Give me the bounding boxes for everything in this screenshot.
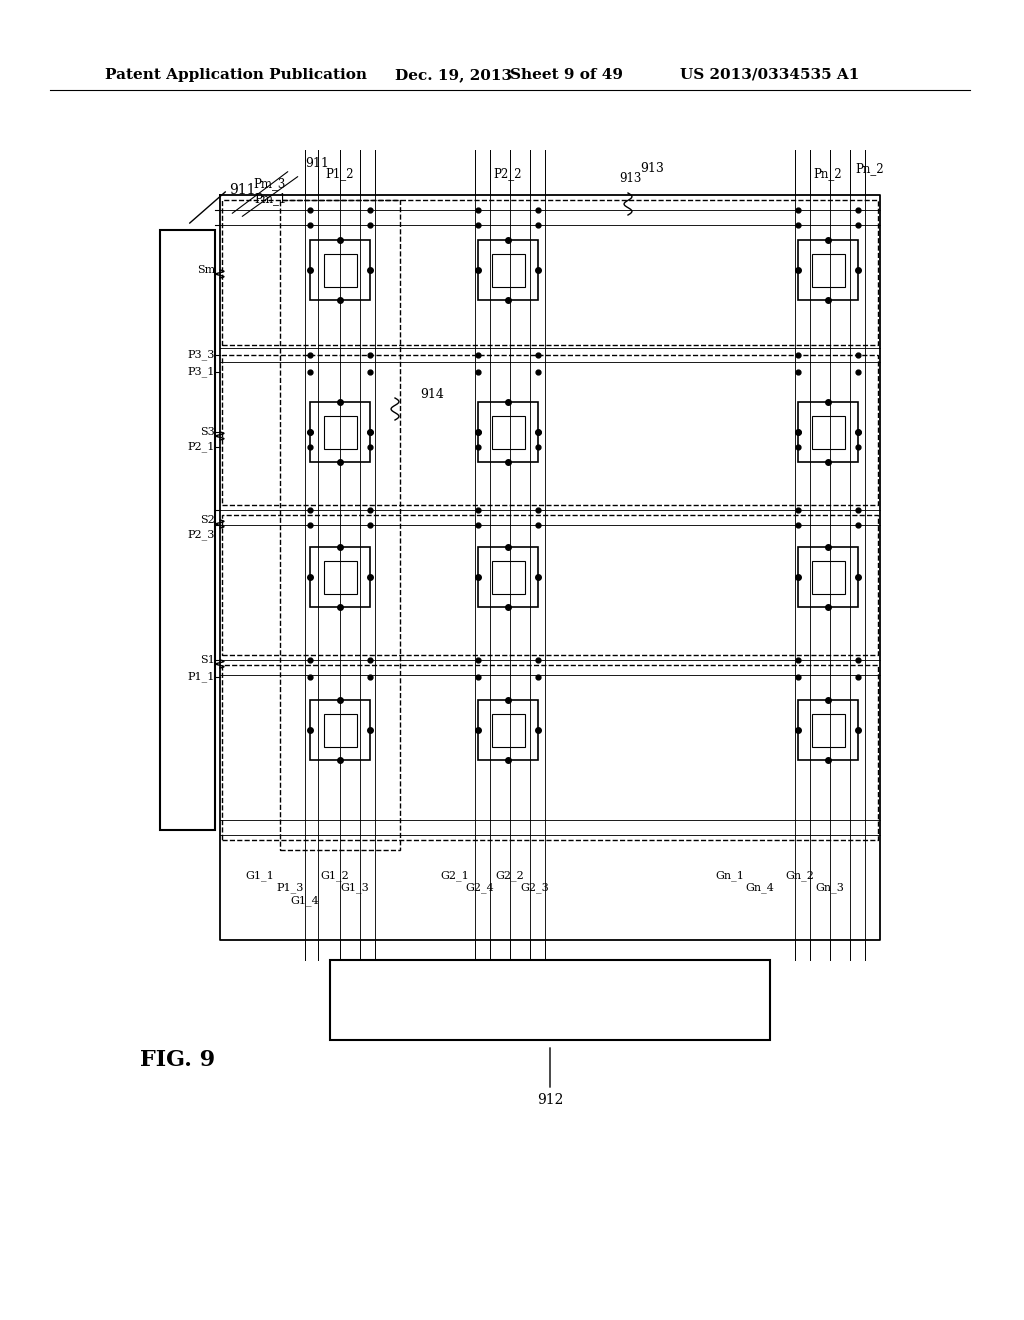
Text: P3_1: P3_1 (187, 367, 215, 378)
Text: S2: S2 (201, 515, 215, 525)
Text: Gn_2: Gn_2 (785, 870, 814, 880)
Bar (222, 665, 878, 840)
Text: US 2013/0334535 A1: US 2013/0334535 A1 (680, 69, 859, 82)
Bar (310, 700, 370, 760)
Bar (324, 714, 356, 747)
Text: 913: 913 (618, 172, 641, 185)
Bar (324, 253, 356, 286)
Bar (811, 416, 845, 449)
Text: P2_1: P2_1 (187, 442, 215, 453)
Text: 914: 914 (420, 388, 443, 401)
Bar (478, 700, 538, 760)
Text: G2_3: G2_3 (520, 882, 549, 892)
Text: Pn_2: Pn_2 (856, 162, 885, 176)
Text: P3_3: P3_3 (187, 350, 215, 360)
Bar (310, 240, 370, 300)
Text: Gn_1: Gn_1 (716, 870, 744, 880)
Text: FIG. 9: FIG. 9 (140, 1049, 215, 1071)
Text: P2_3: P2_3 (187, 529, 215, 540)
Text: 913: 913 (640, 162, 664, 176)
Bar (222, 201, 878, 345)
Bar (811, 561, 845, 594)
Text: P1_1: P1_1 (187, 672, 215, 682)
Text: 911: 911 (229, 183, 256, 197)
Bar (330, 960, 770, 1040)
Bar (798, 700, 858, 760)
Text: G2_2: G2_2 (496, 870, 524, 880)
Text: G1_4: G1_4 (291, 895, 319, 906)
Text: Pm_1: Pm_1 (254, 191, 286, 205)
Bar (492, 714, 524, 747)
Text: Patent Application Publication: Patent Application Publication (105, 69, 367, 82)
Bar (478, 546, 538, 607)
Text: Gn_3: Gn_3 (815, 882, 845, 892)
Text: P2_2: P2_2 (494, 168, 522, 180)
Bar (310, 546, 370, 607)
Text: P1_2: P1_2 (326, 168, 354, 180)
Bar (478, 240, 538, 300)
Bar (222, 515, 878, 655)
Text: 912: 912 (537, 1093, 563, 1107)
Bar (310, 403, 370, 462)
Bar (478, 403, 538, 462)
Bar (798, 240, 858, 300)
Text: G1_2: G1_2 (321, 870, 349, 880)
Text: S3: S3 (201, 426, 215, 437)
Text: Sheet 9 of 49: Sheet 9 of 49 (510, 69, 623, 82)
Text: Pm_3: Pm_3 (254, 177, 286, 190)
Bar (492, 561, 524, 594)
Text: S1: S1 (201, 655, 215, 665)
Text: Dec. 19, 2013: Dec. 19, 2013 (395, 69, 512, 82)
Text: Gn_4: Gn_4 (745, 882, 774, 892)
Bar (798, 546, 858, 607)
Text: G2_1: G2_1 (440, 870, 469, 880)
Bar (160, 230, 215, 830)
Text: Pn_2: Pn_2 (814, 168, 843, 180)
Bar (324, 416, 356, 449)
Bar (492, 253, 524, 286)
Bar (324, 561, 356, 594)
Bar (811, 253, 845, 286)
Bar (222, 355, 878, 506)
Text: Sm: Sm (197, 265, 215, 275)
Bar (492, 416, 524, 449)
Bar (280, 201, 400, 850)
Text: G2_4: G2_4 (466, 882, 495, 892)
Bar (798, 403, 858, 462)
Bar (811, 714, 845, 747)
Text: P1_3: P1_3 (276, 882, 304, 892)
Text: 911: 911 (305, 157, 329, 170)
Text: G1_1: G1_1 (246, 870, 274, 880)
Text: G1_3: G1_3 (341, 882, 370, 892)
